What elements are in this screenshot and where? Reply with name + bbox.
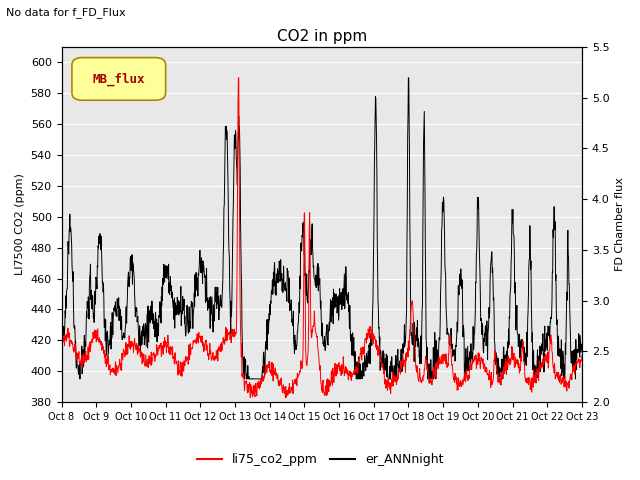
Text: No data for f_FD_Flux: No data for f_FD_Flux: [6, 7, 126, 18]
Text: MB_flux: MB_flux: [93, 72, 145, 85]
Legend: li75_co2_ppm, er_ANNnight: li75_co2_ppm, er_ANNnight: [191, 448, 449, 471]
Title: CO2 in ppm: CO2 in ppm: [276, 29, 367, 44]
Y-axis label: FD Chamber flux: FD Chamber flux: [615, 178, 625, 272]
FancyBboxPatch shape: [72, 58, 166, 100]
Y-axis label: LI7500 CO2 (ppm): LI7500 CO2 (ppm): [15, 174, 25, 276]
